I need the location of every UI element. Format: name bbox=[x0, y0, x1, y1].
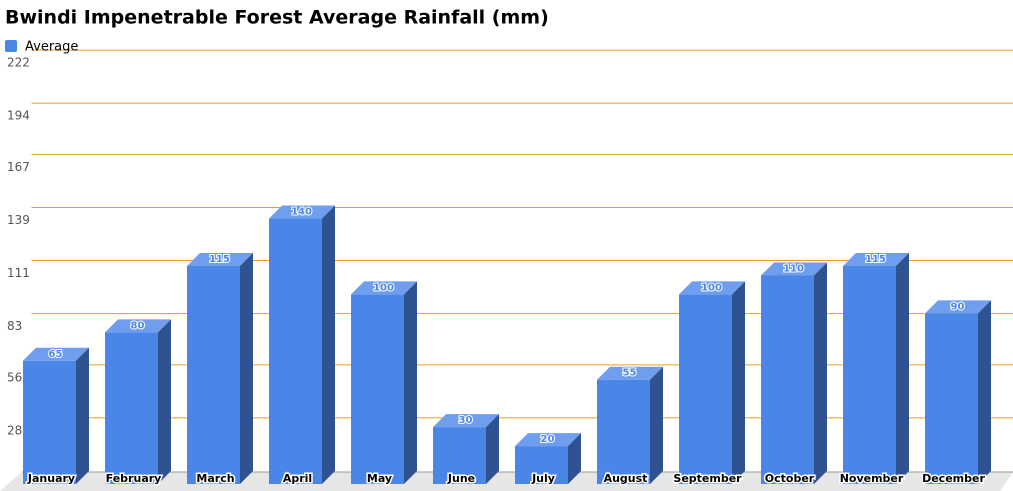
bar-top bbox=[761, 262, 827, 276]
value-label: 20 bbox=[541, 434, 555, 445]
x-tick-label: May bbox=[367, 472, 392, 485]
bar-front bbox=[351, 294, 404, 484]
y-tick-label: 167 bbox=[7, 160, 30, 174]
value-label: 30 bbox=[459, 415, 473, 426]
bar-side bbox=[732, 281, 745, 484]
x-tick-label: August bbox=[604, 472, 648, 485]
bar-side bbox=[814, 262, 827, 484]
bar-side bbox=[650, 366, 663, 484]
legend-label: Average bbox=[25, 40, 78, 55]
bar-top bbox=[105, 319, 171, 333]
bar-top bbox=[679, 281, 745, 295]
bar-front bbox=[679, 294, 732, 484]
y-tick-label: 28 bbox=[7, 423, 22, 437]
bar-side bbox=[568, 433, 581, 484]
bar-front bbox=[269, 218, 322, 484]
bar-side bbox=[240, 252, 253, 484]
y-tick-label: 194 bbox=[7, 109, 30, 123]
x-tick-label: June bbox=[447, 472, 475, 485]
y-tick-label: 83 bbox=[7, 319, 22, 333]
bar-top bbox=[515, 433, 581, 447]
value-label: 55 bbox=[623, 368, 637, 379]
bar-side bbox=[322, 205, 335, 484]
bar-side bbox=[76, 347, 89, 484]
bar-side bbox=[158, 319, 171, 484]
y-tick-label: 56 bbox=[7, 370, 22, 384]
value-label: 110 bbox=[783, 263, 804, 274]
x-tick-label: December bbox=[922, 472, 985, 485]
x-tick-label: April bbox=[283, 472, 312, 485]
x-tick-label: February bbox=[106, 472, 162, 485]
value-label: 65 bbox=[49, 349, 63, 360]
bar-front bbox=[23, 360, 76, 484]
chart-title: Bwindi Impenetrable Forest Average Rainf… bbox=[5, 7, 549, 29]
value-label: 100 bbox=[701, 282, 722, 293]
value-label: 115 bbox=[209, 254, 230, 265]
value-label: 140 bbox=[291, 207, 312, 218]
x-tick-label: September bbox=[673, 472, 742, 485]
bar-top bbox=[597, 366, 663, 380]
bar-side bbox=[978, 300, 991, 484]
bar-top bbox=[843, 252, 909, 266]
x-tick-label: October bbox=[765, 472, 815, 485]
bar-front bbox=[105, 332, 158, 484]
floor bbox=[0, 472, 1013, 491]
y-tick-label: 139 bbox=[7, 213, 30, 227]
x-tick-label: November bbox=[840, 472, 904, 485]
bar-front bbox=[761, 275, 814, 484]
bar-side bbox=[486, 414, 499, 484]
bar-front bbox=[925, 313, 978, 484]
bar-front bbox=[843, 265, 896, 484]
y-tick-label: 222 bbox=[7, 56, 30, 70]
bar-front bbox=[433, 427, 486, 484]
x-tick-label: July bbox=[531, 472, 555, 485]
value-label: 90 bbox=[951, 301, 965, 312]
bar-top bbox=[187, 252, 253, 266]
bar-front bbox=[187, 265, 240, 484]
value-label: 80 bbox=[131, 320, 145, 331]
bar-top bbox=[433, 414, 499, 428]
bar-top bbox=[269, 205, 335, 219]
legend-swatch bbox=[5, 40, 17, 52]
x-tick-label: January bbox=[27, 472, 75, 485]
bar-top bbox=[23, 347, 89, 361]
bar-top bbox=[925, 300, 991, 314]
bar-side bbox=[404, 281, 417, 484]
y-tick-label: 111 bbox=[7, 266, 30, 280]
bar-front bbox=[597, 379, 650, 484]
bar-top bbox=[351, 281, 417, 295]
x-tick-label: March bbox=[196, 472, 234, 485]
value-label: 100 bbox=[373, 282, 394, 293]
value-label: 115 bbox=[865, 254, 886, 265]
bar-front bbox=[515, 446, 568, 484]
bar-side bbox=[896, 252, 909, 484]
